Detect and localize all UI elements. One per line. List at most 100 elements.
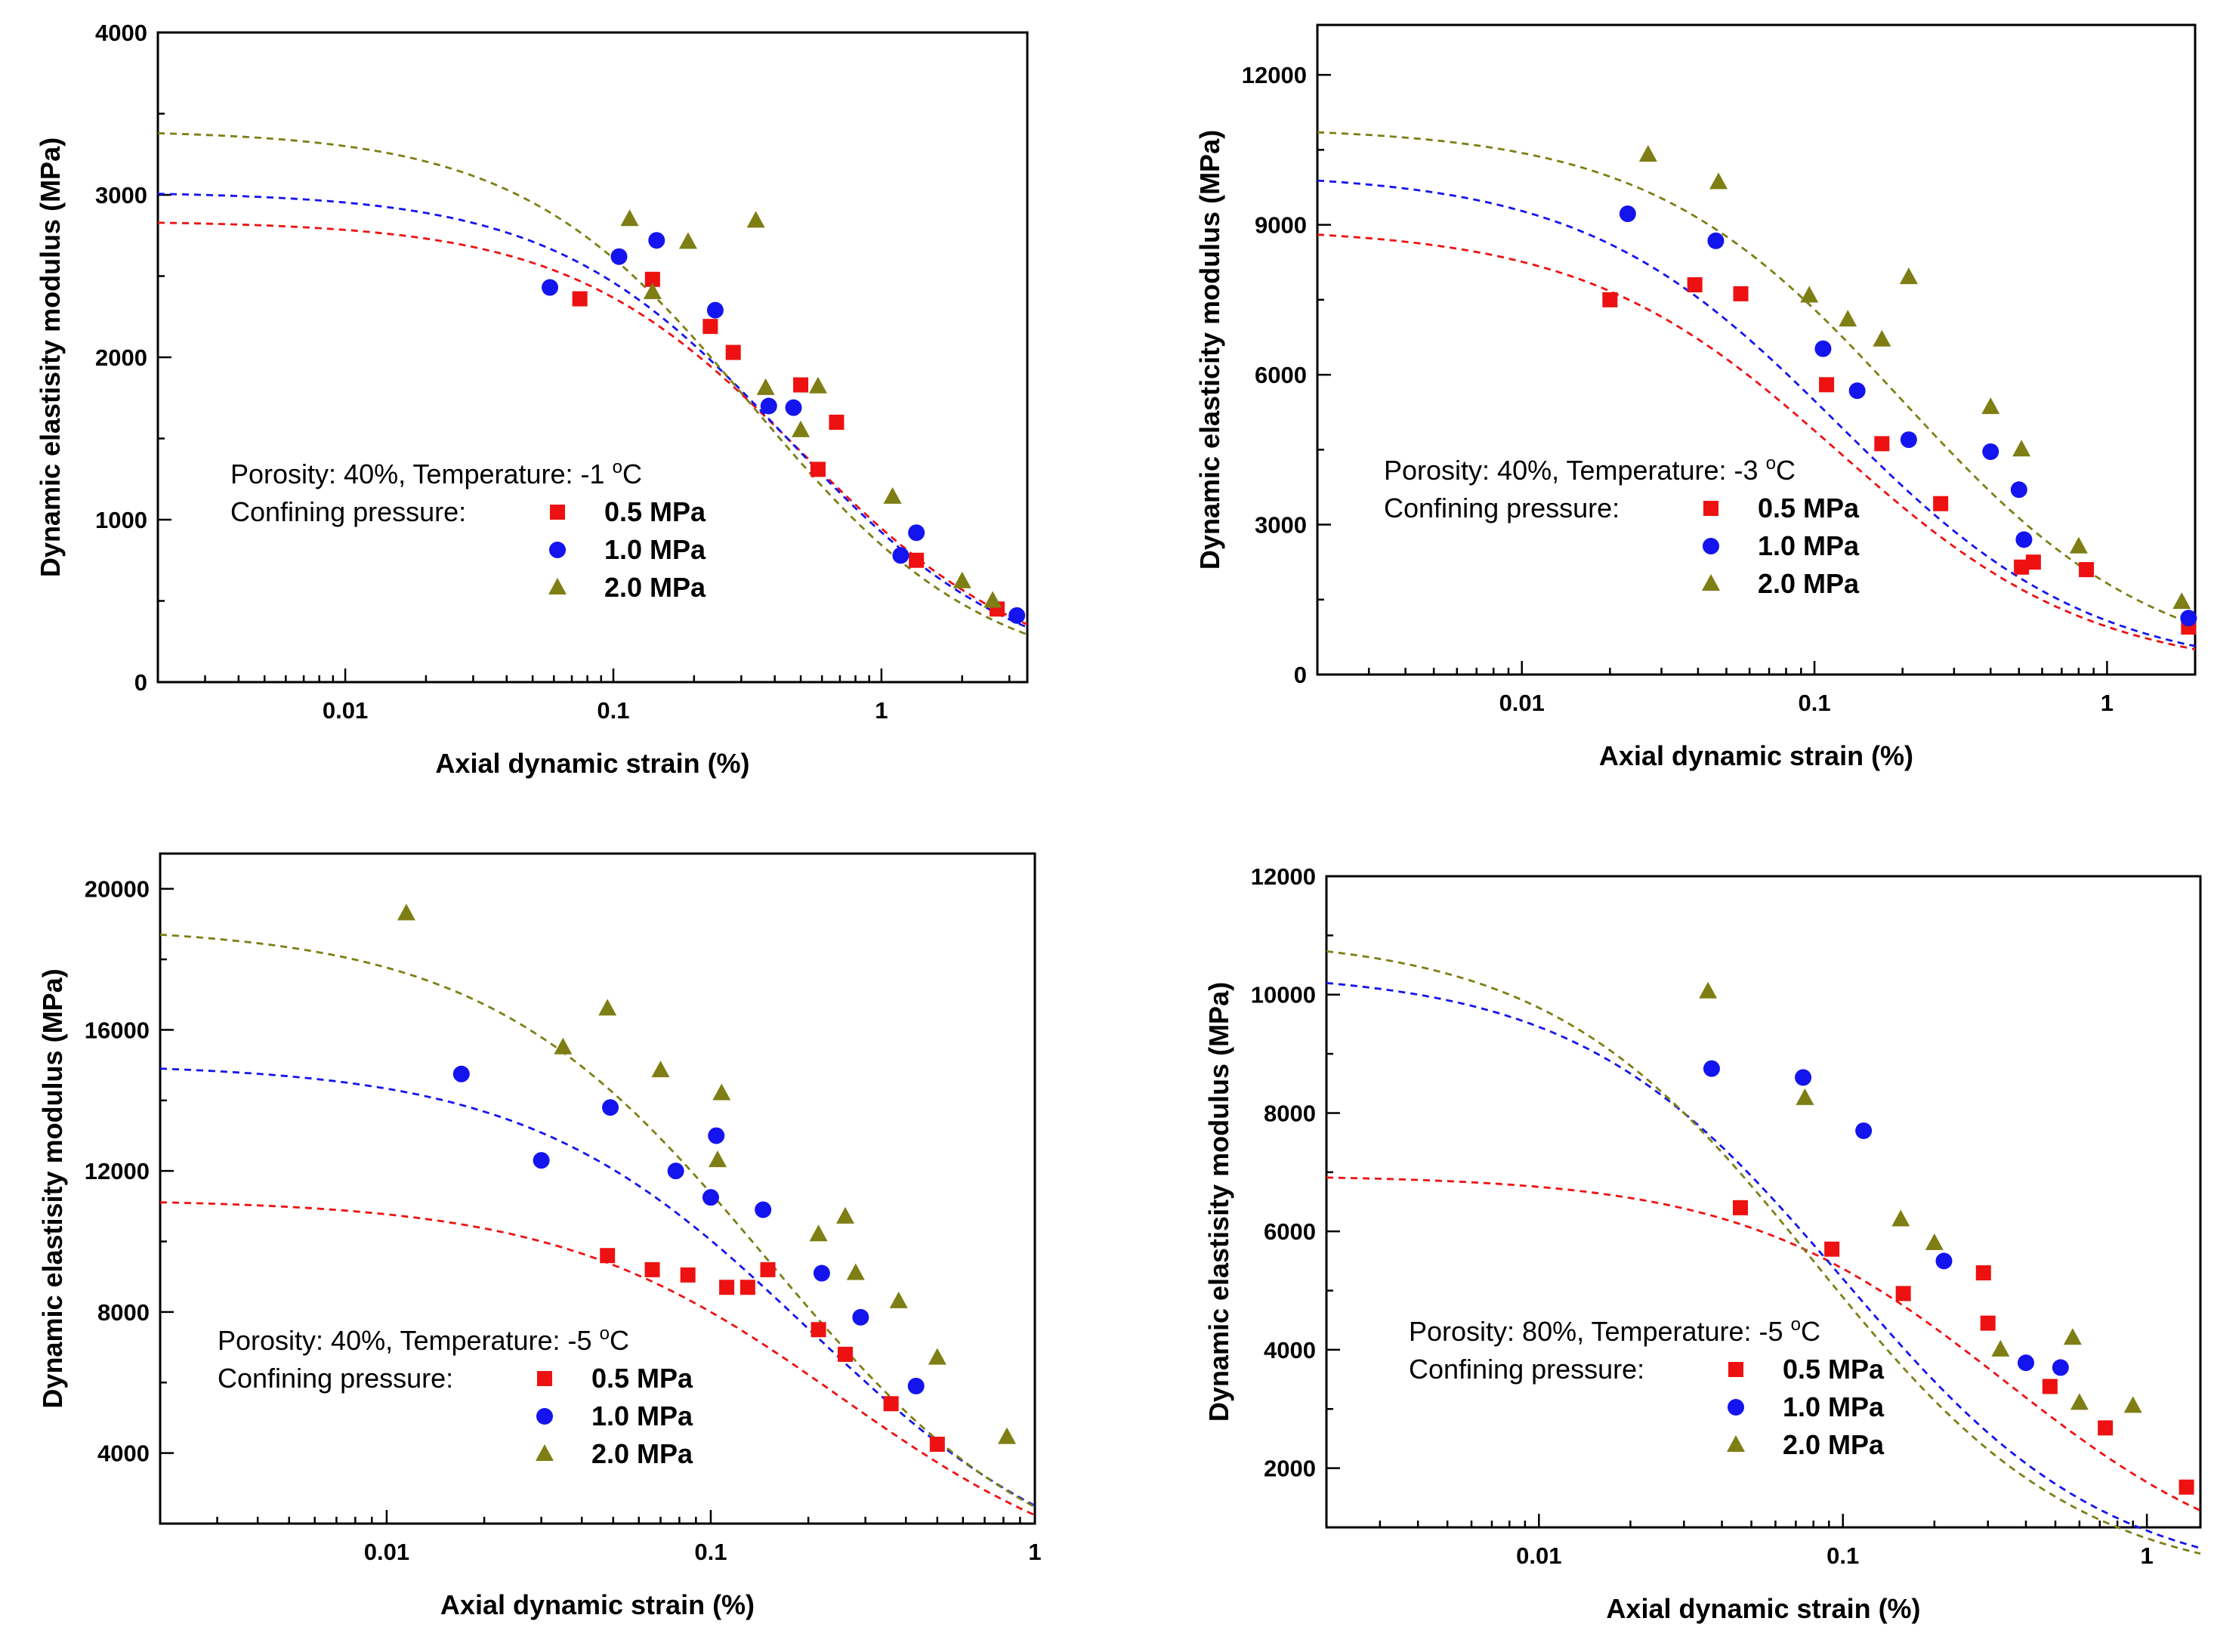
data-point-circle [1900, 431, 1917, 449]
data-point-triangle [1991, 1339, 2010, 1357]
plot-frame [1325, 875, 2202, 1529]
data-point-square [2178, 1479, 2194, 1495]
data-point-triangle [1899, 267, 1918, 285]
data-point-circle [1814, 340, 1832, 357]
data-point-triangle [554, 1037, 573, 1055]
y-tick-label: 0 [134, 669, 147, 696]
fit-curve-red [1326, 1176, 2201, 1512]
data-point-square [1819, 377, 1835, 393]
fit-curve-olive [1317, 131, 2196, 626]
data-point-triangle [2070, 1393, 2089, 1410]
data-point-triangle [1981, 397, 2000, 415]
data-point-triangle [620, 209, 639, 227]
data-point-triangle [2012, 440, 2031, 457]
legend-title-main: Porosity: 40%, Temperature: -5 [218, 1325, 600, 1356]
chart-panel-2: 0.01 0.1 1 0 3000 6000 9000 12000 Axial dynamic … [1194, 23, 2197, 771]
data-point-triangle [846, 1263, 865, 1280]
data-point-triangle [808, 376, 827, 394]
legend-entry-label: 2.0 MPa [1758, 568, 1860, 599]
y-axis-title: Dynamic elastisity modulus (MPa) [1203, 982, 1234, 1422]
data-point-square [2042, 1379, 2058, 1394]
legend-marker-circle [549, 542, 566, 558]
data-point-circle [2010, 481, 2027, 499]
x-tick-label: 0.1 [597, 697, 629, 724]
legend-marker-circle [1703, 538, 1719, 554]
data-point-square [1687, 277, 1703, 292]
data-point-triangle [397, 903, 415, 921]
data-point-triangle [746, 211, 765, 228]
data-point-square [883, 1396, 899, 1412]
legend-title-unit: C [622, 459, 642, 489]
fit-curve-blue [157, 193, 1028, 628]
data-point-square [725, 344, 741, 360]
legend-marker-square [1703, 501, 1718, 516]
y-axis-title: Dynamic elasticity modulus (MPa) [1194, 130, 1225, 570]
data-point-square [1824, 1241, 1840, 1257]
data-point-square [810, 462, 826, 477]
x-tick-label: 0.01 [364, 1539, 409, 1565]
data-point-circle [813, 1264, 830, 1282]
data-point-circle [1619, 205, 1636, 223]
data-point-triangle [2069, 536, 2088, 554]
legend-title-degree: o [1766, 453, 1776, 474]
data-point-circle [648, 232, 665, 249]
data-point-square [909, 552, 925, 568]
data-point-circle [1935, 1252, 1953, 1270]
data-point-triangle [651, 1061, 670, 1078]
legend-marker-square [537, 1371, 552, 1386]
data-point-circle [1982, 443, 1999, 460]
data-point-circle [785, 399, 802, 416]
data-point-triangle [2172, 592, 2191, 610]
data-point-square [760, 1261, 776, 1277]
data-point-triangle [709, 1150, 727, 1168]
data-point-circle [907, 1377, 925, 1394]
data-point-square [572, 291, 588, 307]
data-point-square [1733, 286, 1749, 301]
data-point-triangle [809, 1224, 828, 1242]
fit-curve-red [157, 221, 1028, 625]
x-tick-label: 1 [2141, 1542, 2154, 1569]
data-point-circle [452, 1065, 470, 1082]
legend-title-unit: C [1801, 1316, 1820, 1347]
data-point-triangle [1891, 1209, 1910, 1227]
fit-curve-red [159, 1201, 1036, 1517]
data-point-triangle [835, 1206, 854, 1224]
y-tick-label: 20000 [85, 876, 150, 903]
data-point-circle [1855, 1122, 1873, 1139]
fit-curve-olive [157, 132, 1028, 636]
data-point-triangle [998, 1427, 1017, 1444]
y-tick-label: 1000 [95, 507, 147, 533]
legend-marker-triangle [548, 578, 567, 594]
data-point-square [837, 1346, 853, 1362]
legend-confining-label: Confining pressure: [1409, 1354, 1644, 1385]
legend-title-main: Porosity: 80%, Temperature: -5 [1409, 1316, 1791, 1347]
data-point-square [793, 377, 809, 393]
data-point-triangle [1709, 172, 1728, 190]
data-point-square [811, 1322, 826, 1338]
legend-entry-label: 2.0 MPa [604, 572, 706, 603]
legend-marker-triangle [1727, 1435, 1745, 1452]
data-point-circle [602, 1099, 619, 1116]
y-tick-label: 4000 [1264, 1337, 1316, 1363]
x-tick-label: 0.01 [323, 697, 368, 724]
data-point-square [1895, 1286, 1911, 1302]
x-tick-label: 0.1 [1799, 690, 1831, 716]
data-point-triangle [953, 571, 971, 588]
data-point-circle [892, 547, 909, 564]
data-point-square [740, 1280, 755, 1295]
data-point-triangle [1699, 981, 1718, 999]
data-point-triangle [883, 486, 902, 504]
x-axis-title: Axial dynamic strain (%) [1606, 1593, 1920, 1624]
data-point-circle [2052, 1359, 2069, 1376]
legend-confining-label: Confining pressure: [1384, 493, 1620, 523]
y-tick-label: 6000 [1264, 1218, 1316, 1245]
plot-frame [1316, 23, 2197, 676]
data-point-triangle [889, 1291, 908, 1308]
data-point-triangle [643, 283, 662, 299]
data-point-circle [760, 397, 777, 415]
legend-marker-circle [536, 1408, 553, 1425]
x-tick-label: 0.1 [1826, 1542, 1859, 1569]
x-axis-title: Axial dynamic strain (%) [1599, 740, 1913, 771]
data-point-circle [908, 524, 925, 542]
data-point-circle [1008, 607, 1026, 624]
